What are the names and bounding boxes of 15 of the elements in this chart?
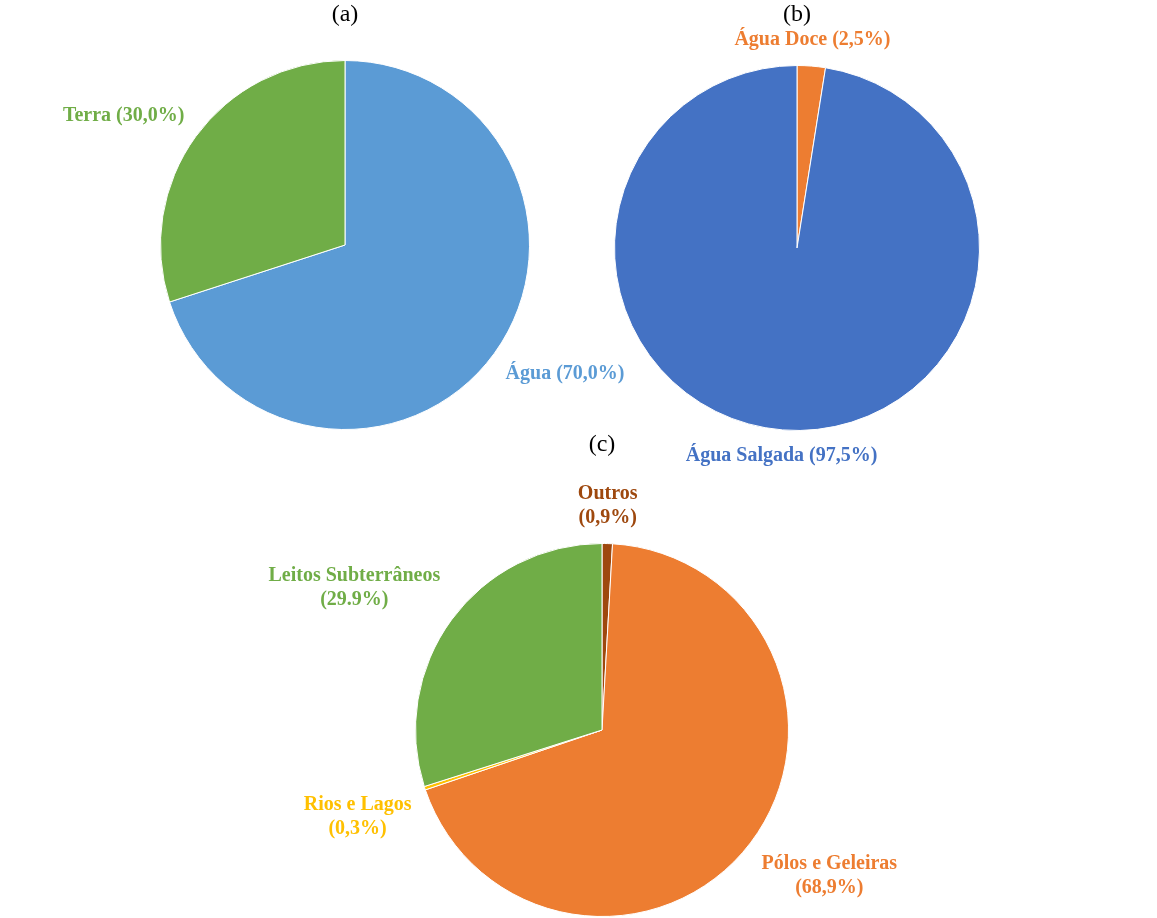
- slice-label: Terra (30,0%): [62, 103, 185, 127]
- data-label: (68,9%): [795, 874, 864, 898]
- chart-title: (c): [588, 430, 616, 457]
- chart-title: (a): [331, 0, 359, 27]
- slice-label: Leitos Subterrâneos: [268, 562, 441, 585]
- slice-label: Pólos e Geleiras: [761, 850, 898, 873]
- slice-label: Água Salgada (97,5%): [685, 443, 878, 467]
- data-label: (0,3%): [328, 815, 387, 839]
- chart-title: (b): [783, 0, 811, 27]
- slice-label: Água Doce (2,5%): [734, 27, 891, 51]
- data-label: (0,9%): [578, 504, 637, 528]
- slice-label: Água (70,0%): [505, 360, 625, 384]
- slice-label: Rios e Lagos: [303, 791, 412, 815]
- slice-label: Outros: [577, 480, 638, 503]
- data-label: (29.9%): [320, 586, 389, 610]
